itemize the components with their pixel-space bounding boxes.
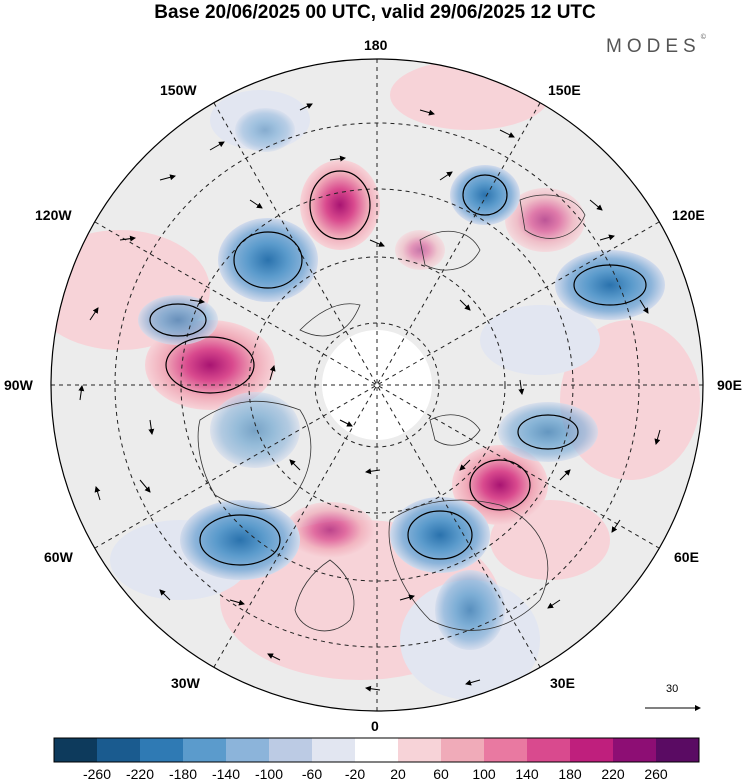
copyright-mark: © [700,34,706,41]
colorbar-swatch [97,738,141,762]
map-title: Base 20/06/2025 00 UTC, valid 29/06/2025… [154,2,596,23]
lon-label-150w: 150W [160,82,197,98]
colorbar-swatch [312,738,356,762]
colorbar-tick-label: 20 [390,766,406,782]
high-anomaly [395,230,445,270]
map-boundary [50,58,704,712]
lon-label-30w: 30W [171,675,200,691]
colorbar-swatch [398,738,442,762]
colorbar-swatch [570,738,614,762]
coastlines [197,194,586,632]
brand-text: MODES [606,36,701,57]
low-anomaly [435,570,505,650]
low-anomaly [180,500,300,580]
map-field [51,59,703,711]
lon-label-150e: 150E [548,82,581,98]
colorbar-swatch [269,738,313,762]
lon-label-60w: 60W [44,549,73,565]
colorbar-tick-label: 60 [433,766,449,782]
colorbar-tick-label: -180 [168,766,198,782]
colorbar-tick-label: -100 [254,766,284,782]
colorbar-tick-label: -20 [344,766,366,782]
high-anomaly [452,445,548,525]
colorbar-tick-label: 180 [558,766,582,782]
lon-label-60e: 60E [674,549,699,565]
high-anomaly [300,160,380,250]
modes-logo: MODES© [606,34,706,58]
colorbar-swatch [527,738,571,762]
colorbar-tick-label: 140 [515,766,539,782]
colorbar-swatch [355,738,399,762]
reference-vector-label: 30 [666,683,679,695]
wind-vectors [78,103,661,692]
low-anomaly [235,108,295,152]
colorbar-swatch [613,738,657,762]
height-contours [149,170,647,566]
low-anomaly [218,218,318,302]
lon-label-90w: 90W [4,377,33,393]
colorbar-frame [53,737,700,763]
colorbar-tick-label: -220 [125,766,155,782]
colorbar [53,737,700,763]
colorbar-swatch [484,738,528,762]
lon-label-0: 0 [371,718,379,734]
colorbar-tick-label: 100 [472,766,496,782]
low-anomaly [555,250,665,320]
colorbar-swatch [656,738,700,762]
low-anomaly [498,402,598,462]
colorbar-swatch [441,738,485,762]
colorbar-tick-label: -260 [82,766,112,782]
low-anomaly [450,165,520,225]
low-anomaly [210,392,300,468]
lon-label-180: 180 [364,37,388,53]
lon-label-30e: 30E [550,675,575,691]
lon-label-120w: 120W [35,207,72,223]
lon-label-90e: 90E [717,377,742,393]
colorbar-swatch [226,738,270,762]
colorbar-swatch [54,738,98,762]
colorbar-tick-label: 260 [644,766,668,782]
lon-label-120e: 120E [672,207,705,223]
colorbar-tick-label: -60 [301,766,323,782]
colorbar-tick-label: 220 [601,766,625,782]
high-anomaly [285,502,375,558]
colorbar-swatch [140,738,184,762]
colorbar-tick-label: -140 [211,766,241,782]
low-anomaly [138,295,218,345]
low-anomaly [390,497,490,573]
colorbar-swatch [183,738,227,762]
